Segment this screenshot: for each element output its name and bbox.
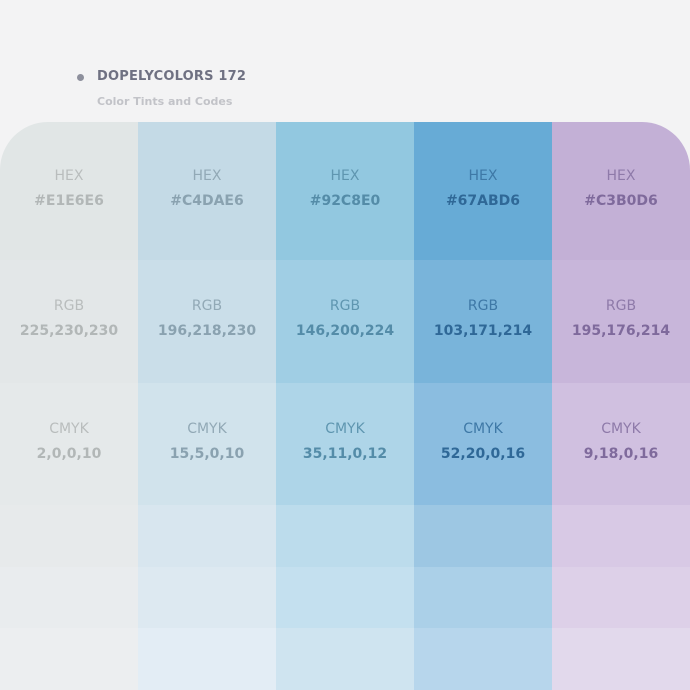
- code-value: #E1E6E6: [34, 193, 104, 209]
- code-value: 225,230,230: [19, 323, 119, 339]
- color-column: HEX #92C8E0 RGB 146,200,224 CMYK 35,11,0,12: [276, 122, 414, 690]
- tint-swatch: [0, 628, 138, 690]
- code-value: 52,20,0,16: [440, 446, 526, 462]
- code-label: RGB: [191, 298, 223, 314]
- tint-swatch: [414, 505, 552, 567]
- title: DOPELYCOLORS 172: [97, 69, 247, 84]
- tint-swatch: [276, 383, 414, 505]
- code-value: 146,200,224: [295, 323, 395, 339]
- tint-swatch: [552, 122, 690, 260]
- code-value: 103,171,214: [433, 323, 533, 339]
- tint-swatch: [414, 567, 552, 628]
- code-label: CMYK: [463, 421, 503, 437]
- code-label: CMYK: [601, 421, 641, 437]
- tint-swatch: [138, 122, 276, 260]
- tint-swatch: [414, 260, 552, 383]
- tint-swatch: [138, 505, 276, 567]
- color-column: HEX #C4DAE6 RGB 196,218,230 CMYK 15,5,0,10: [138, 122, 276, 690]
- code-label: CMYK: [325, 421, 365, 437]
- tint-swatch: [276, 505, 414, 567]
- code-value: 35,11,0,12: [302, 446, 388, 462]
- code-value: #C3B0D6: [584, 193, 658, 209]
- code-label: RGB: [329, 298, 361, 314]
- code-value: 195,176,214: [571, 323, 671, 339]
- code-label: RGB: [53, 298, 85, 314]
- tint-swatch: [414, 383, 552, 505]
- tint-swatch: [552, 383, 690, 505]
- code-label: CMYK: [49, 421, 89, 437]
- code-label: HEX: [468, 168, 498, 184]
- code-label: HEX: [54, 168, 84, 184]
- tint-swatch: [0, 260, 138, 383]
- tint-swatch: [414, 122, 552, 260]
- tint-swatch: [0, 122, 138, 260]
- code-label: RGB: [605, 298, 637, 314]
- tint-swatch: [276, 122, 414, 260]
- swatch-board: HEX #E1E6E6 RGB 225,230,230 CMYK 2,0,0,10 HEX #…: [0, 122, 690, 690]
- color-column: HEX #E1E6E6 RGB 225,230,230 CMYK 2,0,0,10: [0, 122, 138, 690]
- tint-swatch: [276, 260, 414, 383]
- code-label: RGB: [467, 298, 499, 314]
- tint-swatch: [552, 567, 690, 628]
- code-label: CMYK: [187, 421, 227, 437]
- code-value: #C4DAE6: [170, 193, 244, 209]
- tint-swatch: [552, 505, 690, 567]
- code-value: 9,18,0,16: [583, 446, 659, 462]
- code-label: HEX: [330, 168, 360, 184]
- tint-swatch: [138, 567, 276, 628]
- code-label: HEX: [192, 168, 222, 184]
- tint-swatch: [552, 260, 690, 383]
- tint-swatch: [138, 383, 276, 505]
- tint-swatch: [0, 567, 138, 628]
- color-column: HEX #67ABD6 RGB 103,171,214 CMYK 52,20,0,16: [414, 122, 552, 690]
- tint-swatch: [0, 505, 138, 567]
- bullet: [77, 74, 84, 81]
- subtitle: Color Tints and Codes: [97, 95, 233, 108]
- tint-swatch: [276, 567, 414, 628]
- code-value: #67ABD6: [445, 193, 521, 209]
- tint-swatch: [414, 628, 552, 690]
- tint-swatch: [0, 383, 138, 505]
- color-column: HEX #C3B0D6 RGB 195,176,214 CMYK 9,18,0,16: [552, 122, 690, 690]
- tint-swatch: [138, 628, 276, 690]
- code-value: 196,218,230: [157, 323, 257, 339]
- code-label: HEX: [606, 168, 636, 184]
- tint-swatch: [138, 260, 276, 383]
- code-value: #92C8E0: [309, 193, 381, 209]
- code-value: 15,5,0,10: [169, 446, 245, 462]
- code-value: 2,0,0,10: [36, 446, 102, 462]
- tint-swatch: [276, 628, 414, 690]
- tint-swatch: [552, 628, 690, 690]
